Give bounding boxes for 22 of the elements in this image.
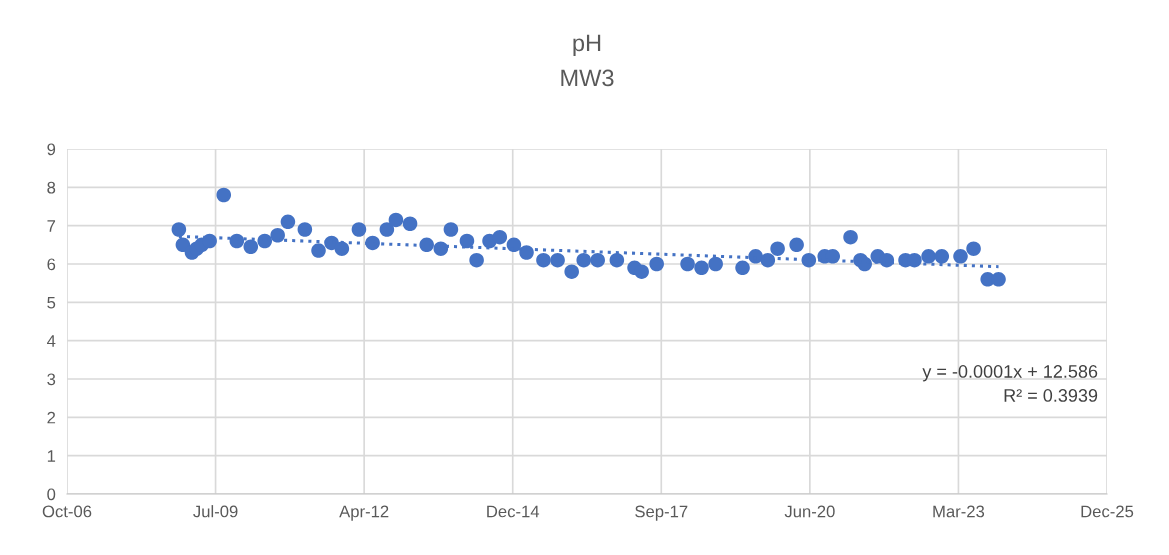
y-tick-label: 7 xyxy=(47,220,56,232)
chart-title: pH xyxy=(573,34,601,56)
y-tick-label: 6 xyxy=(47,258,56,271)
y-tick-label: 5 xyxy=(47,296,56,309)
x-tick-label: Dec-14 xyxy=(487,505,540,518)
y-tick-label: 3 xyxy=(47,373,56,386)
x-tick-label: Jun-20 xyxy=(784,505,835,518)
y-tick-label: 0 xyxy=(47,488,56,501)
annotation: R² = 0.3939 xyxy=(1004,389,1098,402)
x-tick-label: Apr-12 xyxy=(339,505,389,521)
x-tick-label: Sep-17 xyxy=(635,505,688,521)
y-tick-label: 4 xyxy=(47,335,56,347)
y-tick-label: 9 xyxy=(47,143,56,156)
y-tick-label: 8 xyxy=(47,181,56,194)
y-tick-label: 2 xyxy=(47,411,56,424)
x-tick-label: Jul-09 xyxy=(193,505,238,518)
chart-subtitle: MW3 xyxy=(561,69,614,87)
annotation: y = -0.0001x + 12.586 xyxy=(922,365,1098,382)
x-tick-label: Mar-23 xyxy=(933,505,985,518)
x-tick-label: Dec-25 xyxy=(1081,505,1134,518)
x-tick-label: Oct-06 xyxy=(42,505,92,518)
y-tick-label: 1 xyxy=(47,450,56,462)
